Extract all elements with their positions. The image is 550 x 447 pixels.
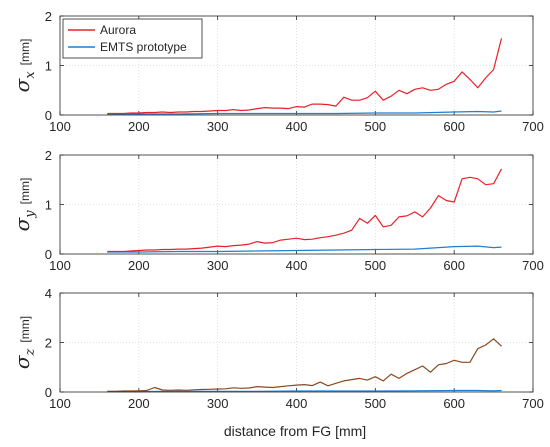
legend-box <box>62 18 203 59</box>
y-axis-label: σy[mm] <box>10 178 38 232</box>
panel-2: 100 200 300 400 500 600 700 0 1 2 σy[mm] <box>10 148 544 273</box>
series-line-emts-prototype <box>107 389 502 393</box>
x-tick-label: 600 <box>443 119 465 134</box>
x-tick-label: 500 <box>364 119 386 134</box>
x-tick-label: 700 <box>522 119 544 134</box>
axes-box <box>59 292 534 393</box>
y-tick-label: 0 <box>45 108 52 123</box>
series-line-emts-prototype <box>107 110 502 115</box>
x-tick-label: 100 <box>49 119 71 134</box>
y-axis-label: σz[mm] <box>10 316 38 369</box>
x-tick-label: 700 <box>522 258 544 273</box>
y-tick-label: 2 <box>45 336 52 351</box>
panel-1: 100 200 300 400 500 600 700 0 1 2 σx[mm] Aurora EMTS… <box>10 9 544 134</box>
x-tick-label: 300 <box>207 119 229 134</box>
y-tick-label: 1 <box>45 59 52 74</box>
x-tick-label: 200 <box>128 396 150 411</box>
x-tick-label: 600 <box>443 396 465 411</box>
series-line-aurora <box>107 168 503 253</box>
x-tick-label: 200 <box>128 119 150 134</box>
x-tick-label: 600 <box>443 258 465 273</box>
axes-box <box>59 15 534 116</box>
y-tick-label: 1 <box>45 198 52 213</box>
x-tick-label: 500 <box>364 396 386 411</box>
y-axis-label: σx[mm] <box>10 39 38 93</box>
y-tick-label: 2 <box>45 9 52 24</box>
x-tick-label: 300 <box>207 396 229 411</box>
x-tick-label: 400 <box>286 119 308 134</box>
panel-3: 100 200 300 400 500 600 700 0 2 4 σz[mm] <box>10 286 544 411</box>
series-line-emts-prototype <box>107 245 502 253</box>
y-tick-label: 4 <box>45 286 52 301</box>
legend: Aurora EMTS prototype <box>62 18 203 59</box>
x-tick-label: 400 <box>286 396 308 411</box>
y-tick-label: 0 <box>45 385 52 400</box>
series-line-aurora <box>107 338 502 392</box>
x-tick-label: 300 <box>207 258 229 273</box>
x-axis-label: distance from FG [mm] <box>224 423 366 439</box>
x-tick-label: 500 <box>364 258 386 273</box>
y-tick-label: 2 <box>45 148 52 163</box>
series-line-aurora <box>107 38 503 115</box>
axes-box <box>59 154 534 255</box>
x-tick-label: 400 <box>286 258 308 273</box>
legend-label: Aurora <box>100 23 136 37</box>
legend-label: EMTS prototype <box>100 40 187 54</box>
x-tick-label: 100 <box>49 396 71 411</box>
x-tick-label: 100 <box>49 258 71 273</box>
x-tick-label: 700 <box>522 396 544 411</box>
y-tick-label: 0 <box>45 247 52 262</box>
x-tick-label: 200 <box>128 258 150 273</box>
